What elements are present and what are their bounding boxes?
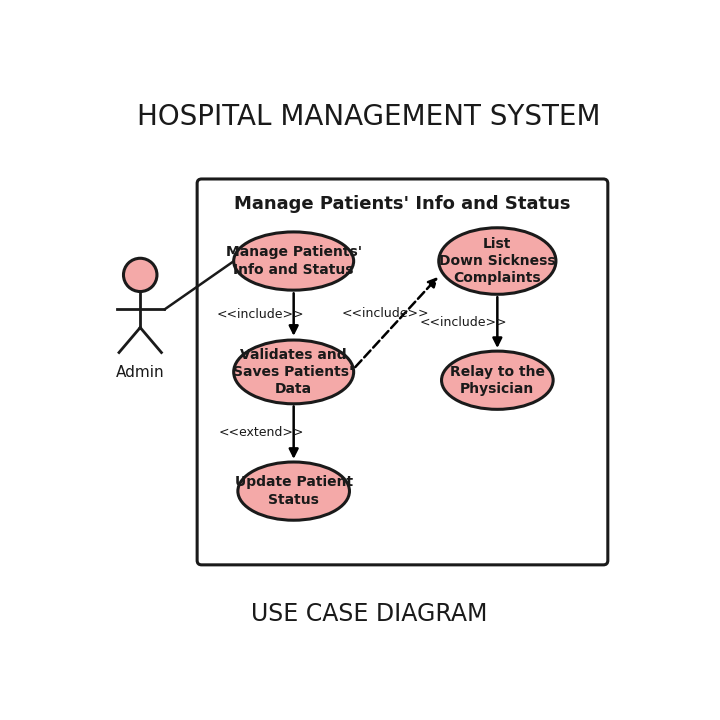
Ellipse shape xyxy=(441,351,553,410)
FancyBboxPatch shape xyxy=(197,179,608,565)
Ellipse shape xyxy=(234,340,354,404)
Text: Relay to the
Physician: Relay to the Physician xyxy=(450,364,545,396)
Ellipse shape xyxy=(438,228,556,294)
Text: Manage Patients'
Info and Status: Manage Patients' Info and Status xyxy=(225,246,361,276)
Text: <<include>>: <<include>> xyxy=(342,307,430,320)
Text: Update Patient
Status: Update Patient Status xyxy=(235,475,353,507)
Text: USE CASE DIAGRAM: USE CASE DIAGRAM xyxy=(251,602,487,626)
Text: <<include>>: <<include>> xyxy=(420,316,508,329)
Text: Validates and
Saves Patients'
Data: Validates and Saves Patients' Data xyxy=(233,348,354,396)
Text: Manage Patients' Info and Status: Manage Patients' Info and Status xyxy=(234,196,571,214)
Circle shape xyxy=(124,258,157,292)
Text: <<include>>: <<include>> xyxy=(217,308,304,321)
Text: <<extend>>: <<extend>> xyxy=(219,426,304,439)
Text: HOSPITAL MANAGEMENT SYSTEM: HOSPITAL MANAGEMENT SYSTEM xyxy=(138,103,600,131)
Text: List
Down Sickness
Complaints: List Down Sickness Complaints xyxy=(439,237,556,285)
Ellipse shape xyxy=(234,232,354,290)
Text: Admin: Admin xyxy=(116,365,165,379)
Ellipse shape xyxy=(238,462,349,521)
